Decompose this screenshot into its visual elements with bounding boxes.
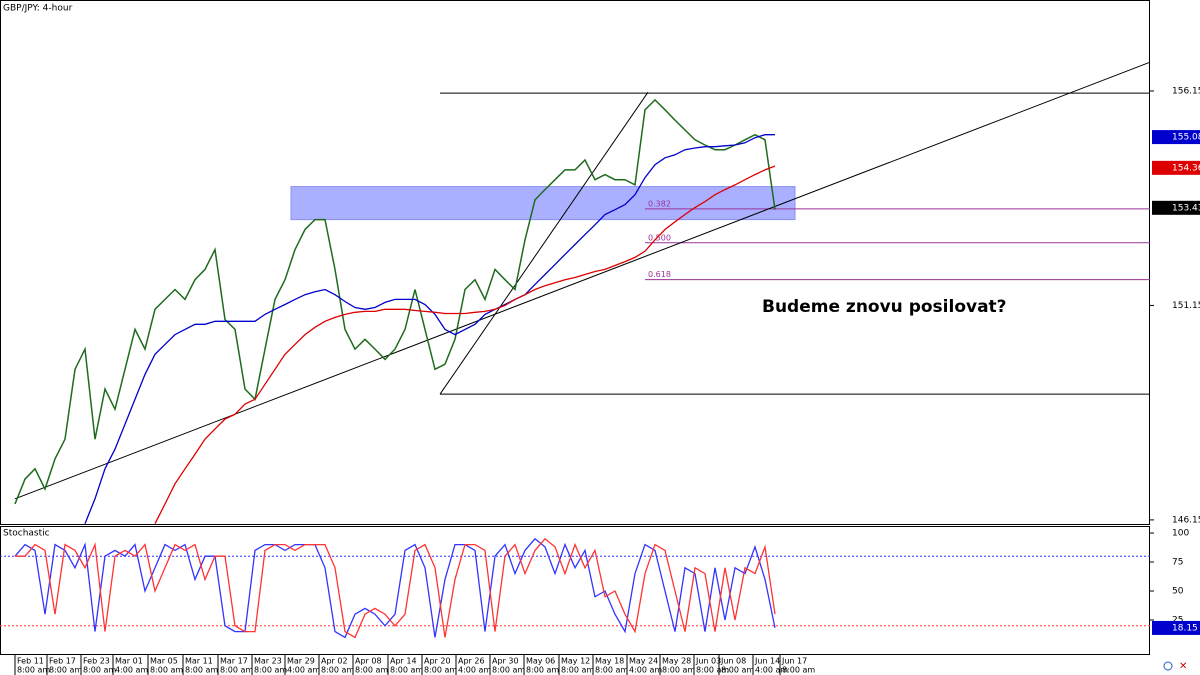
x-tick-label: Mar 29	[287, 657, 315, 666]
x-tick-time: 8:00 am	[49, 666, 82, 675]
x-tick-label: Apr 02	[321, 657, 348, 666]
x-tick-label: Mar 23	[254, 657, 282, 666]
x-tick-label: Jun 03	[695, 657, 721, 666]
y-tick-label: 156.159	[1172, 86, 1200, 96]
x-tick-time: 8:00 am	[17, 666, 50, 675]
y-tick-label: 100	[1172, 529, 1189, 539]
y-tick-label: 25	[1172, 615, 1183, 625]
x-tick-label: May 06	[526, 657, 555, 666]
x-tick-time: 8:00 am	[150, 666, 183, 675]
x-tick-label: Mar 17	[220, 657, 248, 666]
x-tick-label: Jun 08	[720, 657, 746, 666]
trendline	[14, 61, 1151, 500]
x-tick-time: 8:00 am	[254, 666, 287, 675]
x-tick-label: Apr 20	[424, 657, 451, 666]
x-tick-label: Mar 11	[185, 657, 213, 666]
x-tick-label: Feb 11	[17, 657, 44, 666]
x-tick-time: 8:00 am	[220, 666, 253, 675]
y-tick-label: 75	[1172, 558, 1183, 568]
x-tick-time: 4:00 am	[115, 666, 148, 675]
trendline	[439, 91, 649, 395]
icon[interactable]	[1163, 661, 1173, 671]
price-label-box	[1152, 130, 1200, 145]
price-label: 18.15	[1172, 623, 1198, 633]
series-line	[14, 537, 776, 639]
price-label-box	[1152, 620, 1200, 635]
x-tick-label: Apr 30	[492, 657, 519, 666]
x-tick-time: 8:00 am	[321, 666, 354, 675]
x-tick-label: Apr 14	[390, 657, 417, 666]
fib-label: 0.500	[648, 233, 671, 242]
price-label-box	[1152, 200, 1200, 215]
x-tick-label: Feb 23	[83, 657, 110, 666]
y-tick-label: 50	[1172, 587, 1184, 597]
chart-title: GBP/JPY: 4-hour	[3, 4, 73, 14]
price-label-box	[1152, 160, 1200, 175]
x-tick-time: 8:00 am	[526, 666, 559, 675]
series-line	[14, 98, 776, 505]
price-label: 153.435	[1172, 203, 1200, 213]
x-tick-label: Jun 14	[754, 657, 780, 666]
x-tick-time: 8:00 am	[83, 666, 116, 675]
x-tick-time: 8:00 am	[424, 666, 457, 675]
x-tick-time: 8:00 am	[390, 666, 423, 675]
x-tick-label: Mar 05	[150, 657, 178, 666]
x-tick-time: 8:00 am	[696, 666, 729, 675]
annotation: Budeme znovu posilovat?	[762, 297, 1007, 317]
fib-label: 0.618	[648, 270, 671, 279]
x-tick-time: 8:00 am	[185, 666, 218, 675]
x-tick-time: 8:00 am	[721, 666, 754, 675]
x-tick-label: May 24	[629, 657, 658, 666]
x-tick-time: 8:00 am	[662, 666, 695, 675]
x-tick-time: 4:00 am	[458, 666, 491, 675]
x-tick-time: 8:00 am	[595, 666, 628, 675]
y-tick-label: 151.159	[1172, 301, 1200, 311]
x-tick-label: Apr 08	[355, 657, 382, 666]
icon[interactable]: ✕	[1179, 661, 1187, 672]
price-label: 155.084	[1172, 133, 1200, 143]
x-tick-time: 8:00 am	[492, 666, 525, 675]
x-tick-time: 4:00 am	[629, 666, 662, 675]
series-line	[84, 134, 775, 524]
x-tick-time: 4:00 am	[755, 666, 788, 675]
x-tick-time: 8:00 am	[561, 666, 594, 675]
price-panel	[0, 0, 1150, 525]
x-tick-label: May 18	[595, 657, 624, 666]
y-tick-label: 146.159	[1172, 515, 1200, 525]
x-tick-label: Jun 17	[781, 657, 807, 666]
x-tick-label: May 28	[662, 657, 691, 666]
price-label: 154.367	[1172, 163, 1200, 173]
stochastic-panel	[0, 526, 1150, 655]
x-tick-label: Apr 26	[458, 657, 485, 666]
series-line	[15, 537, 776, 639]
toolbar-icons[interactable]: ✕	[1163, 661, 1187, 672]
x-tick-time: 4:00 am	[287, 666, 320, 675]
x-tick-label: Mar 01	[115, 657, 143, 666]
indicator-title: Stochastic	[3, 529, 50, 539]
series-line	[154, 165, 776, 524]
x-tick-time: 8:00 am	[355, 666, 388, 675]
fib-label: 0.382	[648, 199, 671, 208]
x-tick-label: Feb 17	[49, 657, 76, 666]
x-tick-label: May 12	[561, 657, 590, 666]
x-tick-time: 8:00 am	[782, 666, 815, 675]
